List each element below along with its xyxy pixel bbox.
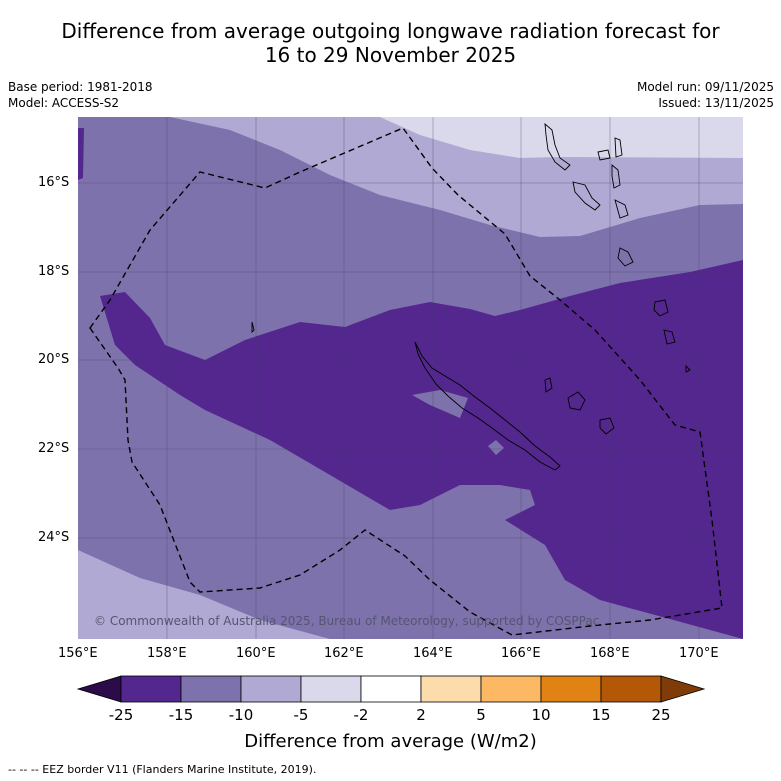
colorbar-label-9: 25 [651, 706, 671, 724]
vanuatu-coast [544, 122, 634, 267]
colorbar-label-5: 2 [416, 706, 426, 724]
band-minus15 [100, 260, 743, 639]
loyalty-islands-coast [544, 377, 615, 435]
model-run: Model run: 09/11/2025 [636, 80, 774, 94]
issued-date: Issued: 13/11/2025 [658, 96, 774, 110]
colorbar-swatch-1 [120, 675, 182, 703]
new-caledonia-coast [414, 341, 561, 471]
patch-lighter-1 [412, 390, 468, 418]
colorbar-swatch-6 [420, 675, 482, 703]
lon-label-158e: 158°E [147, 646, 187, 661]
colorbar-label-6: 5 [476, 706, 486, 724]
title-line-2: 16 to 29 November 2025 [264, 43, 517, 67]
eez-footnote: -- -- -- EEZ border V11 (Flanders Marine… [8, 763, 317, 776]
patch-lighter-2 [488, 440, 504, 455]
lon-label-164e: 164°E [413, 646, 453, 661]
colorbar-swatch-5 [360, 675, 422, 703]
colorbar-label-1: -15 [168, 706, 194, 724]
lon-label-160e: 160°E [236, 646, 276, 661]
colorbar-label-0: -25 [108, 706, 134, 724]
colorbar-swatch-10 [660, 675, 706, 703]
coastlines [251, 122, 691, 471]
colorbar-swatch-2 [180, 675, 242, 703]
base-period: Base period: 1981-2018 [8, 80, 153, 94]
model-name: Model: ACCESS-S2 [8, 96, 120, 110]
copyright-notice: © Commonwealth of Australia 2025, Bureau… [94, 614, 600, 628]
lon-label-166e: 166°E [501, 646, 541, 661]
eez-border [89, 127, 723, 636]
colorbar-swatch-3 [240, 675, 302, 703]
colorbar-label-7: 10 [531, 706, 551, 724]
lat-label-16s: 16°S [38, 175, 70, 190]
colorbar-swatch-0 [76, 675, 122, 703]
colorbar-label-3: -5 [293, 706, 309, 724]
colorbar [76, 675, 706, 703]
colorbar-label-8: 15 [591, 706, 611, 724]
lat-label-24s: 24°S [38, 530, 70, 545]
lon-label-156e: 156°E [58, 646, 98, 661]
lon-label-162e: 162°E [324, 646, 364, 661]
colorbar-label-2: -10 [228, 706, 254, 724]
map-area [78, 117, 743, 639]
colorbar-label-4: -2 [353, 706, 369, 724]
gridlines [78, 117, 743, 639]
lat-label-18s: 18°S [38, 264, 70, 279]
lat-label-20s: 20°S [38, 352, 70, 367]
colorbar-swatch-7 [480, 675, 542, 703]
lat-label-22s: 22°S [38, 441, 70, 456]
lon-label-168e: 168°E [590, 646, 630, 661]
band-minus15-west [78, 128, 84, 180]
lon-label-170e: 170°E [679, 646, 719, 661]
fiji-reef-coast [653, 299, 691, 373]
colorbar-title: Difference from average (W/m2) [244, 731, 537, 752]
colorbar-swatch-4 [300, 675, 362, 703]
colorbar-swatch-9 [600, 675, 662, 703]
title-line-1: Difference from average outgoing longwav… [61, 19, 720, 43]
colorbar-swatch-8 [540, 675, 602, 703]
chesterfield-coast [251, 321, 255, 334]
